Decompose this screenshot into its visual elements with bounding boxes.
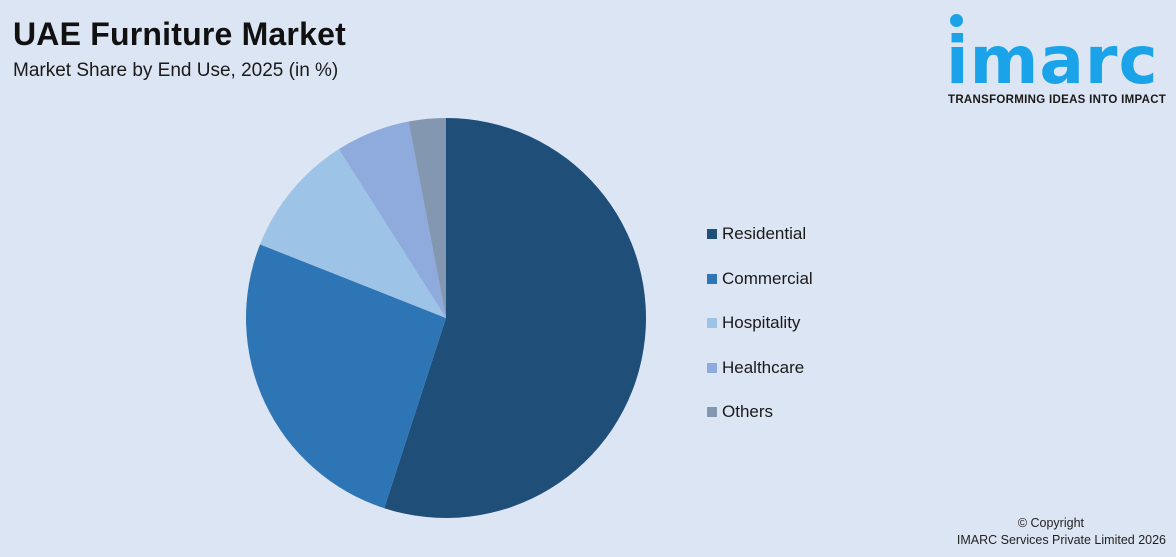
legend-item-residential: Residential xyxy=(707,212,813,257)
chart-legend: Residential Commercial Hospitality Healthca… xyxy=(707,212,813,435)
legend-label: Hospitality xyxy=(722,313,801,333)
imarc-logo: imarc TRANSFORMING IDEAS INTO IMPACT xyxy=(940,8,1172,108)
legend-swatch-icon xyxy=(707,362,717,373)
copyright-line-1: © Copyright xyxy=(1017,516,1084,530)
pie-slice-healthcare xyxy=(338,121,446,319)
legend-label: Others xyxy=(722,402,774,422)
legend-swatch-icon xyxy=(707,407,717,418)
legend-swatch-icon xyxy=(707,318,717,329)
logo-wordmark: imarc xyxy=(946,22,1159,99)
chart-subtitle: Market Share by End Use, 2025 (in %) xyxy=(13,60,339,81)
legend-swatch-icon xyxy=(707,229,717,240)
legend-item-hospitality: Hospitality xyxy=(707,301,813,346)
logo-dot-icon xyxy=(950,14,963,27)
chart-title: UAE Furniture Market xyxy=(13,16,346,52)
legend-item-healthcare: Healthcare xyxy=(707,346,813,391)
legend-label: Healthcare xyxy=(722,357,805,377)
pie-slice-hospitality xyxy=(260,149,446,318)
pie-slice-others xyxy=(408,118,446,318)
legend-item-others: Others xyxy=(707,390,813,435)
legend-swatch-icon xyxy=(707,273,717,284)
pie-slice-residential xyxy=(384,118,646,518)
legend-label: Residential xyxy=(722,224,807,244)
copyright-notice: © Copyright IMARC Services Private Limit… xyxy=(906,515,1166,549)
pie-slice-commercial xyxy=(246,244,446,509)
copyright-line-2: IMARC Services Private Limited 2026 xyxy=(956,533,1166,547)
logo-tagline: TRANSFORMING IDEAS INTO IMPACT xyxy=(948,94,1167,106)
legend-label: Commercial xyxy=(722,268,813,288)
legend-item-commercial: Commercial xyxy=(707,257,813,302)
